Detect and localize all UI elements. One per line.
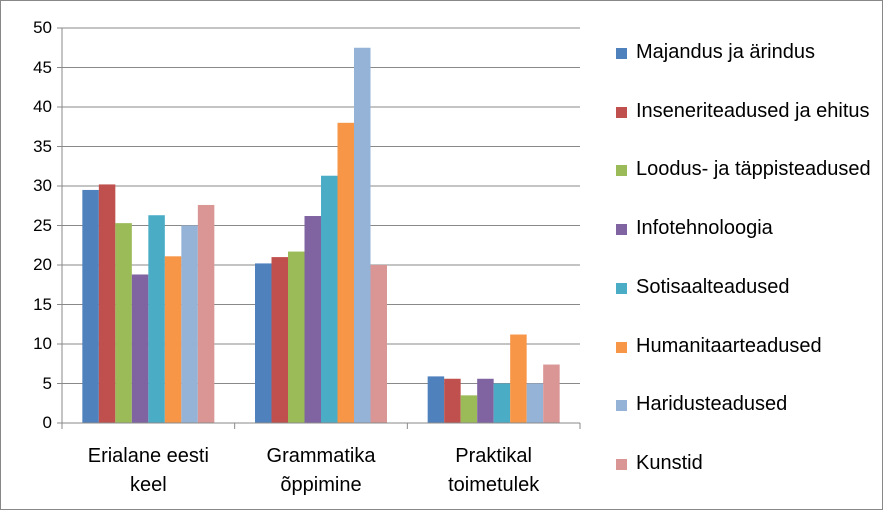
bar: [510, 334, 527, 423]
bar: [164, 256, 182, 423]
bar: [444, 378, 461, 423]
y-tick-label: 10: [33, 334, 52, 353]
y-tick-label: 5: [42, 373, 52, 393]
bar: [477, 378, 494, 423]
bar: [543, 364, 560, 423]
legend-swatch: [616, 458, 627, 470]
y-tick-label: 15: [33, 294, 52, 314]
x-tick-label: Praktikal toimetulek: [448, 445, 540, 496]
legend-swatch: [616, 341, 627, 353]
y-tick-label: 25: [33, 215, 52, 235]
legend-swatch: [616, 400, 627, 412]
bar: [271, 257, 288, 423]
y-tick-label: 35: [33, 136, 52, 156]
bar: [427, 376, 445, 423]
legend-label: Loodus- ja täppisteadused: [636, 158, 871, 181]
bar: [181, 225, 198, 423]
bar: [197, 204, 215, 423]
x-tick-label: Erialane eesti keel: [87, 445, 209, 496]
legend-swatch: [616, 282, 627, 294]
legend-label: Haridusteadused: [636, 393, 788, 416]
legend-label: Majandus ja ärindus: [636, 41, 815, 63]
bar: [148, 215, 165, 423]
bar: [460, 395, 478, 423]
legend-swatch: [616, 165, 627, 177]
y-tick-label: 45: [33, 57, 52, 77]
bar: [493, 383, 511, 423]
bar: [131, 274, 149, 423]
bar: [354, 47, 371, 423]
bar: [526, 383, 544, 423]
bar: [115, 223, 132, 423]
y-tick-label: 50: [33, 18, 52, 37]
legend-swatch: [616, 48, 627, 59]
bar: [304, 216, 321, 423]
bar: [321, 175, 338, 423]
legend-label: Inseneriteadused ja ehitus: [636, 99, 870, 122]
y-tick-label: 30: [33, 176, 52, 195]
y-tick-label: 40: [33, 97, 52, 116]
legend-swatch: [616, 224, 627, 236]
legend-label: Humanitaarteadused: [636, 334, 822, 357]
bar: [288, 251, 305, 423]
bar: [82, 189, 99, 423]
legend-label: Kunstid: [636, 451, 703, 474]
legend-swatch: [616, 106, 627, 118]
y-tick-label: 20: [33, 255, 52, 274]
bar: [98, 184, 116, 423]
legend-label: Sotisaalteadused: [636, 275, 790, 298]
bar: [370, 265, 387, 423]
x-tick-label: Grammatika õppimine: [266, 445, 376, 496]
legend-label: Infotehnoloogia: [636, 217, 773, 240]
bar: [337, 122, 354, 424]
bar: [255, 263, 272, 423]
y-tick-label: 0: [42, 413, 52, 432]
